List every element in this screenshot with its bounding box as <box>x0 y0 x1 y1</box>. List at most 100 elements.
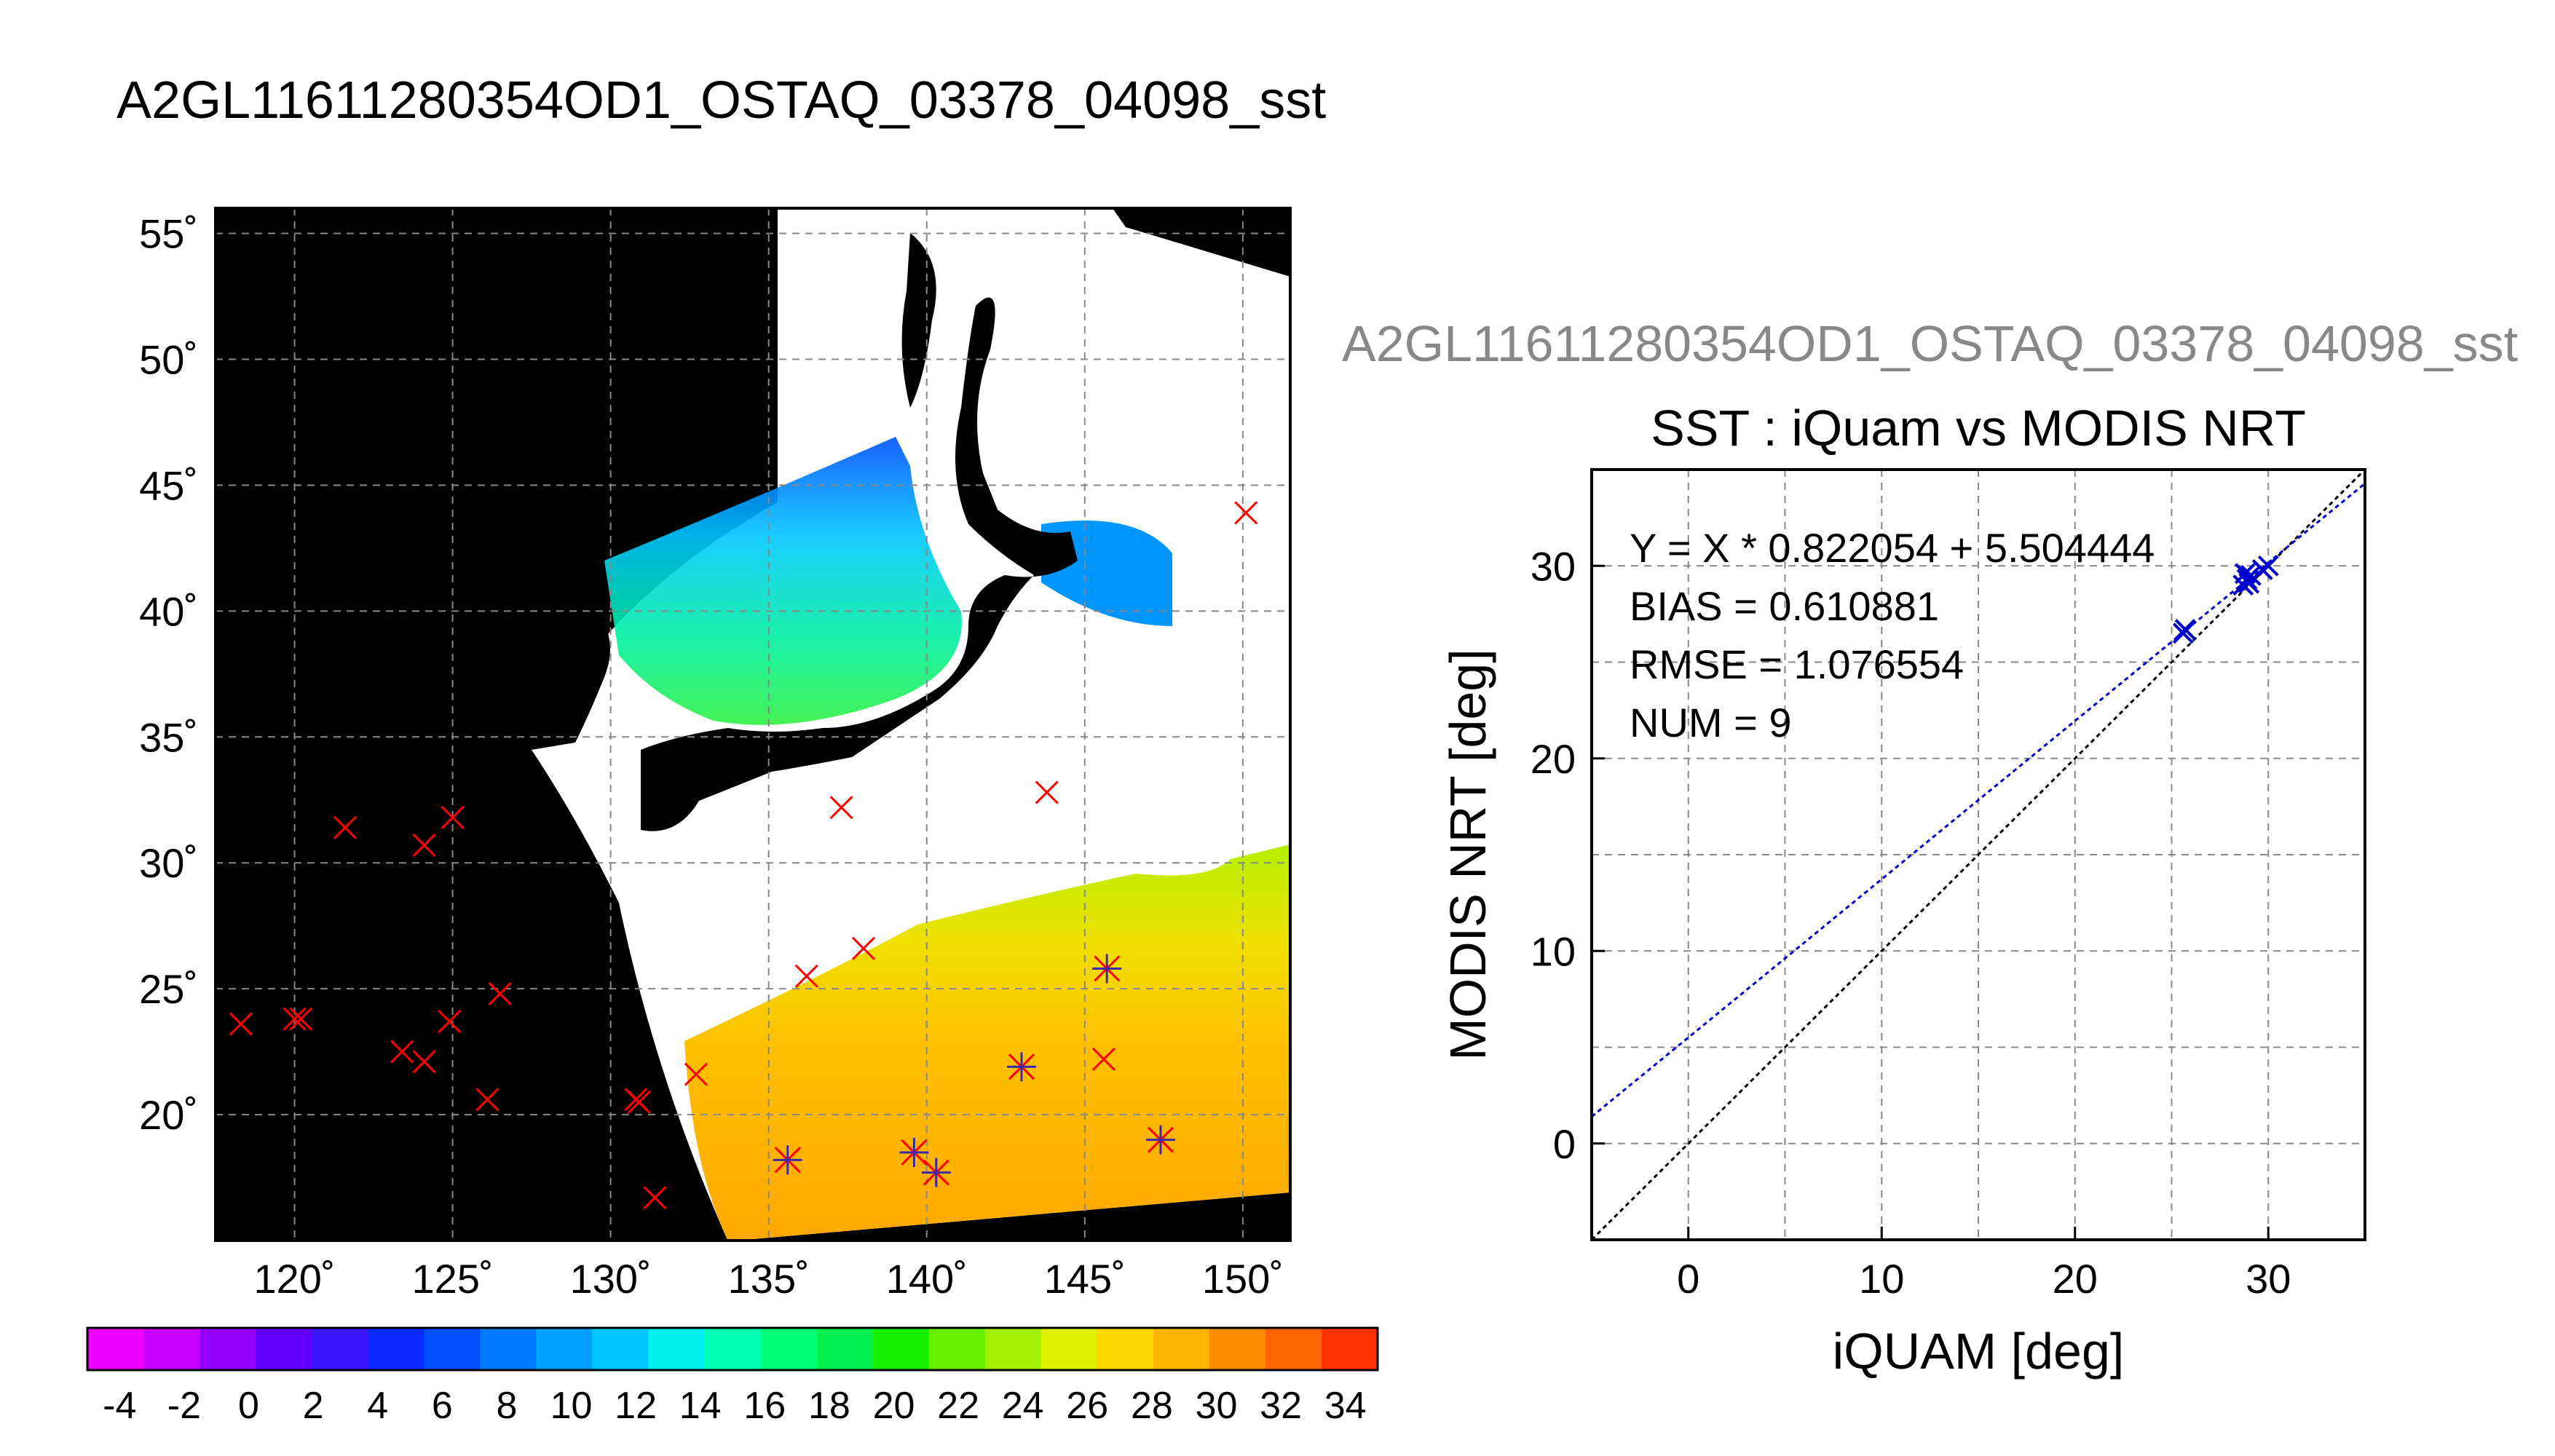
colorbar-label: 0 <box>238 1385 259 1427</box>
map-marker <box>475 1088 499 1112</box>
colorbar: -4 -2 0 2 4 6 8 10 12 14 16 18 20 22 24 26 28 30 32 34 <box>86 1326 1379 1427</box>
colorbar-label: 24 <box>1002 1385 1044 1427</box>
colorbar-label: 26 <box>1066 1385 1108 1427</box>
colorbar-cell <box>984 1328 1042 1370</box>
map-markers <box>229 501 1258 1210</box>
colorbar-label: 20 <box>873 1385 915 1427</box>
colorbar-cell <box>480 1328 537 1370</box>
map-marker <box>488 982 512 1006</box>
map-marker <box>390 1040 414 1064</box>
map-matchup-marker <box>773 1145 802 1175</box>
map-marker <box>643 1186 667 1210</box>
map-marker <box>851 936 876 960</box>
colorbar-label: 32 <box>1260 1385 1302 1427</box>
colorbar-label: 6 <box>432 1385 453 1427</box>
map-x-tick-label: 130˚ <box>570 1256 652 1302</box>
map-y-tick-label: 20˚ <box>139 1092 198 1138</box>
colorbar-cell <box>592 1328 649 1370</box>
colorbar-cell <box>1040 1328 1098 1370</box>
colorbar-label: 18 <box>808 1385 850 1427</box>
colorbar-cell <box>256 1328 312 1370</box>
identity-line <box>1592 470 2365 1240</box>
regression-line <box>1592 482 2365 1118</box>
map-marker <box>229 1012 253 1036</box>
map-x-tick-label: 150˚ <box>1202 1256 1284 1302</box>
colorbar-cell <box>704 1328 762 1370</box>
map-marker <box>289 1007 313 1031</box>
colorbar-labels: -4 -2 0 2 4 6 8 10 12 14 16 18 20 22 24 26 28 30 32 34 <box>103 1385 1366 1427</box>
map-marker <box>627 1090 651 1114</box>
land-sakhalin <box>901 233 936 408</box>
scatter-ticks: 0 10 20 30 0 10 20 30 <box>1531 543 2291 1302</box>
map-grid <box>216 208 1290 1241</box>
map-marker <box>438 1010 462 1034</box>
colorbar-cell <box>200 1328 256 1370</box>
map-x-tick-label: 135˚ <box>728 1256 810 1302</box>
colorbar-label: 8 <box>496 1385 517 1427</box>
map-y-tick-label: 55˚ <box>139 211 198 257</box>
colorbar-cell <box>1097 1328 1154 1370</box>
map-x-tick-label: 120˚ <box>253 1256 335 1302</box>
map-y-tick-label: 25˚ <box>139 966 198 1012</box>
map-matchup-marker <box>1146 1125 1176 1155</box>
land-japan <box>641 297 1078 831</box>
colorbar-cell <box>1153 1328 1210 1370</box>
sst-cool-region <box>604 437 962 725</box>
scatter-x-tick-label: 20 <box>2053 1256 2098 1302</box>
colorbar-label: 12 <box>615 1385 657 1427</box>
map-x-tick-label: 145˚ <box>1044 1256 1126 1302</box>
scatter-y-tick-label: 0 <box>1553 1121 1576 1167</box>
scatter-stat-rmse: RMSE = 1.076554 <box>1630 641 1964 687</box>
map-x-tick-label: 125˚ <box>412 1256 494 1302</box>
colorbar-label: 2 <box>303 1385 324 1427</box>
colorbar-cell <box>368 1328 424 1370</box>
scatter-xlabel: iQUAM [deg] <box>1833 1323 2125 1380</box>
colorbar-label: -2 <box>167 1385 201 1427</box>
map-matchup-marker <box>899 1137 929 1167</box>
scatter-y-tick-label: 30 <box>1531 543 1576 589</box>
scatter-ylabel: MODIS NRT [deg] <box>1440 649 1496 1060</box>
scatter-point <box>2257 555 2279 577</box>
map-x-tick-label: 140˚ <box>886 1256 968 1302</box>
scatter-point <box>2240 565 2262 586</box>
map-marker <box>1035 780 1059 804</box>
scatter-frame <box>1590 468 2366 1241</box>
map-frame <box>214 207 1292 1242</box>
colorbar-label: 10 <box>550 1385 593 1427</box>
colorbar-cell <box>312 1328 368 1370</box>
map-y-tick-label: 50˚ <box>139 337 198 383</box>
map-marker <box>1234 501 1258 525</box>
scatter-stat-bias: BIAS = 0.610881 <box>1630 583 1939 629</box>
scatter-x-tick-label: 10 <box>1859 1256 1904 1302</box>
scatter-supertitle: A2GL11611280354OD1_OSTAQ_03378_04098_sst <box>1342 315 2518 372</box>
colorbar-cell <box>87 1328 144 1370</box>
scatter-lines <box>1592 470 2365 1240</box>
colorbar-frame <box>86 1326 1379 1372</box>
scatter-point <box>2174 619 2196 640</box>
satellite-swath <box>532 208 1290 1241</box>
colorbar-label: -4 <box>103 1385 136 1427</box>
colorbar-cell <box>536 1328 593 1370</box>
scatter-title: SST : iQuam vs MODIS NRT <box>1651 400 2306 456</box>
map-y-tick-label: 45˚ <box>139 462 198 508</box>
scatter-points <box>2173 555 2279 644</box>
scatter-x-tick-label: 30 <box>2246 1256 2291 1302</box>
colorbar-label: 30 <box>1196 1385 1238 1427</box>
colorbar-cell <box>816 1328 874 1370</box>
scatter-stat-fit: Y = X * 0.822054 + 5.504444 <box>1630 525 2155 571</box>
map-matchup-marker <box>1092 954 1122 984</box>
sst-warm-region <box>684 844 1290 1241</box>
colorbar-label: 28 <box>1131 1385 1173 1427</box>
map-marker <box>412 1050 436 1074</box>
map-marker <box>1091 1047 1115 1072</box>
map-y-tick-label: 35˚ <box>139 714 198 760</box>
map-y-tick-label: 30˚ <box>139 840 198 886</box>
map-marker <box>684 1062 708 1086</box>
colorbar-cells <box>87 1328 1378 1370</box>
colorbar-label: 4 <box>367 1385 388 1427</box>
colorbar-cell <box>143 1328 200 1370</box>
map-marker <box>333 815 358 839</box>
colorbar-cell <box>872 1328 930 1370</box>
colorbar-label: 22 <box>937 1385 979 1427</box>
